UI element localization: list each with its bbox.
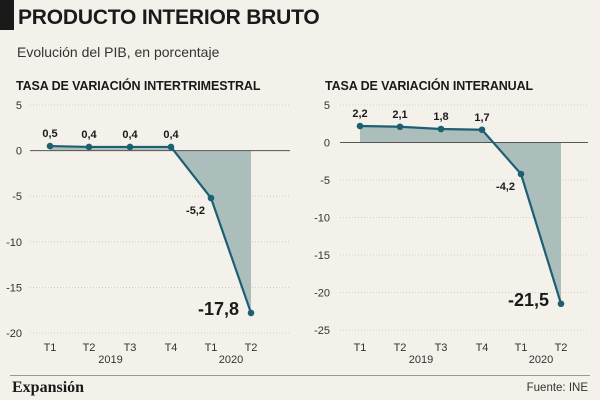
y-tick-label: -10	[314, 213, 330, 225]
y-tick-label: -20	[6, 328, 22, 340]
data-label: -5,2	[186, 205, 205, 217]
chart-intertrimestral: 5 0 -5 -10 -15 -20 0,5 0,4 0,4 0,4 -5,2 -17,8 T1 T2 T3…	[6, 100, 290, 366]
page-subtitle: Evolución del PIB, en porcentaje	[17, 44, 220, 60]
y-tick-label: -15	[6, 282, 22, 294]
y-tick-label: 0	[324, 138, 330, 150]
data-label: -21,5	[508, 290, 549, 310]
y-tick-label: 0	[16, 146, 22, 158]
data-point	[167, 143, 175, 151]
data-label: 2,2	[352, 108, 367, 120]
x-tick-label: T1	[515, 342, 528, 354]
series-line	[49, 144, 253, 314]
y-tick-label: 5	[324, 100, 330, 112]
x-tick-label: T1	[44, 342, 57, 354]
x-tick-label: T1	[205, 342, 218, 354]
series-area	[360, 126, 561, 304]
x-tick-label: T4	[165, 342, 178, 354]
y-tick-label: -5	[320, 175, 330, 187]
data-label: 0,4	[81, 129, 97, 141]
data-point	[437, 125, 445, 133]
year-label: 2019	[98, 354, 122, 366]
data-point	[247, 309, 255, 317]
data-point	[478, 126, 486, 134]
brand-logo: Expansión	[12, 379, 85, 396]
data-point	[207, 194, 215, 202]
x-tick-label: T4	[476, 342, 489, 354]
data-label: 0,4	[122, 129, 138, 141]
data-point	[396, 123, 404, 131]
title-accent-bar	[0, 0, 14, 30]
data-label: 0,4	[163, 129, 179, 141]
x-tick-label: T2	[83, 342, 96, 354]
x-tick-label: T3	[124, 342, 137, 354]
y-tick-label: -20	[314, 288, 330, 300]
source-note: Fuente: INE	[526, 382, 588, 394]
x-tick-label: T3	[435, 342, 448, 354]
data-point	[557, 300, 565, 308]
chart-title-intertrimestral: TASA DE VARIACIÓN INTERTRIMESTRAL	[16, 79, 261, 93]
data-point	[126, 143, 134, 151]
x-tick-label: T2	[245, 342, 258, 354]
year-label: 2020	[529, 354, 553, 366]
data-point	[517, 170, 525, 178]
series-area	[50, 146, 251, 313]
data-point	[46, 142, 54, 150]
y-tick-label: -15	[314, 250, 330, 262]
footer-divider	[10, 375, 590, 376]
x-tick-label: T2	[555, 342, 568, 354]
y-tick-label: -5	[12, 191, 22, 203]
data-label: 0,5	[42, 128, 57, 140]
series-line	[359, 124, 563, 305]
data-point	[356, 122, 364, 130]
data-label: -17,8	[198, 299, 239, 319]
data-label: 1,8	[433, 111, 448, 123]
x-tick-label: T1	[354, 342, 367, 354]
y-tick-label: 5	[16, 100, 22, 112]
data-label: -4,2	[496, 181, 515, 193]
y-tick-label: -10	[6, 237, 22, 249]
chart-title-interanual: TASA DE VARIACIÓN INTERANUAL	[325, 79, 534, 93]
y-tick-label: -25	[314, 325, 330, 337]
year-label: 2019	[409, 354, 433, 366]
data-point	[85, 143, 93, 151]
chart-interanual: 5 0 -5 -10 -15 -20 -25 2,2 2,1 1,8 1,7 -4,2 -21,5 T1 T…	[314, 100, 588, 366]
data-label: 2,1	[392, 109, 407, 121]
year-label: 2020	[219, 354, 243, 366]
x-tick-label: T2	[394, 342, 407, 354]
data-label: 1,7	[474, 112, 489, 124]
page-title: PRODUCTO INTERIOR BRUTO	[18, 6, 320, 29]
